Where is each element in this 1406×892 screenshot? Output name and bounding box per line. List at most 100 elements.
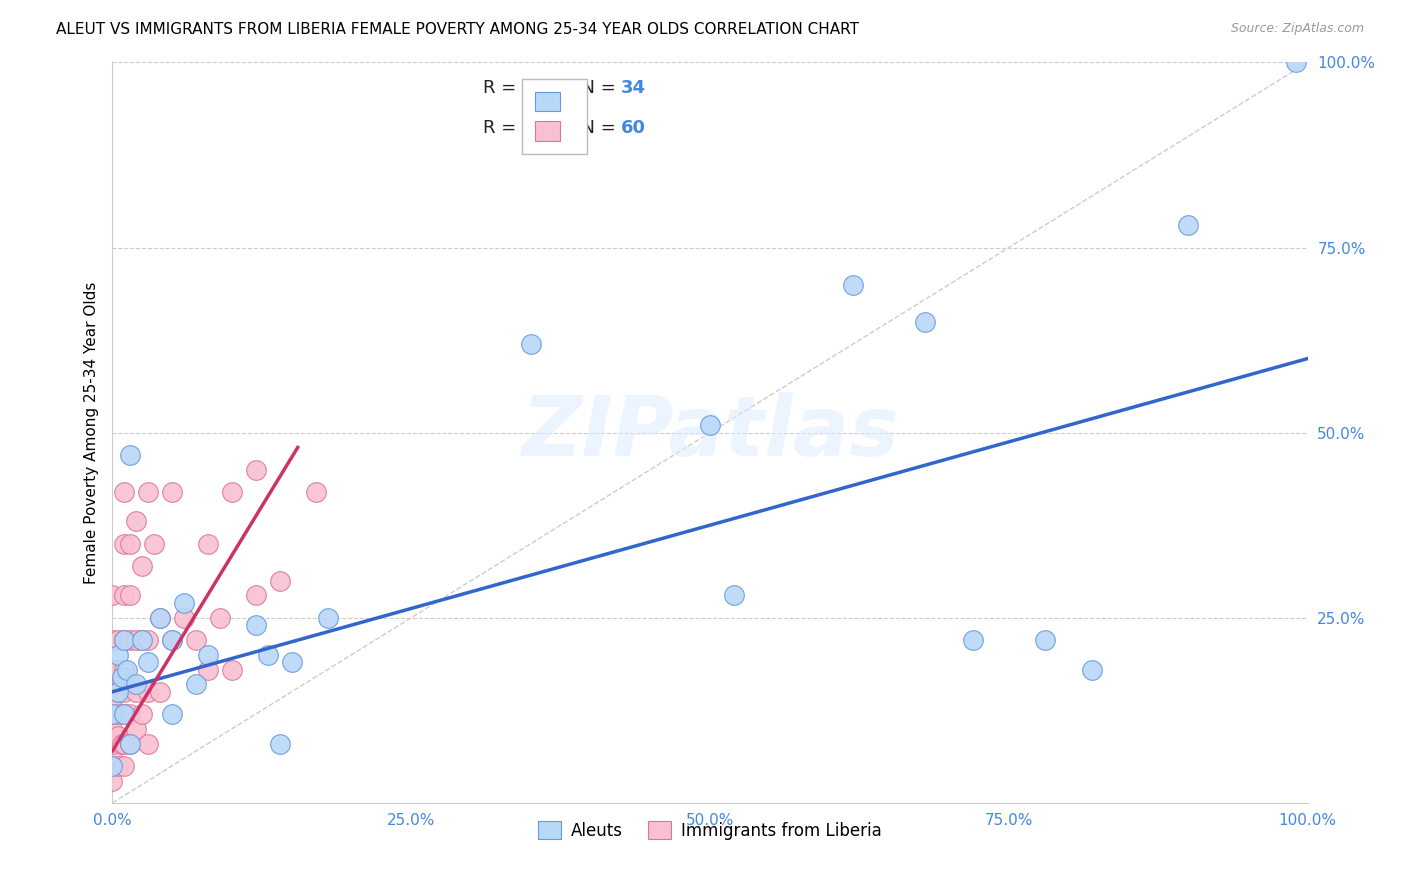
Point: [120, 737, 142, 751]
Text: N =: N =: [571, 79, 621, 97]
Text: ALEUT VS IMMIGRANTS FROM LIBERIA FEMALE POVERTY AMONG 25-34 YEAR OLDS CORRELATIO: ALEUT VS IMMIGRANTS FROM LIBERIA FEMALE …: [56, 22, 859, 37]
Point: [120, 677, 142, 691]
Point: [107, 685, 129, 699]
Point: [101, 758, 124, 772]
Point: [1177, 219, 1199, 233]
Y-axis label: Female Poverty Among 25-34 Year Olds: Female Poverty Among 25-34 Year Olds: [83, 282, 98, 583]
Point: [245, 618, 267, 632]
Point: [101, 706, 124, 721]
Point: [120, 536, 142, 550]
Point: [962, 632, 984, 647]
Point: [1033, 632, 1056, 647]
Point: [125, 677, 148, 691]
Point: [114, 536, 135, 550]
Text: R =: R =: [484, 119, 522, 136]
Point: [221, 484, 243, 499]
Point: [120, 632, 142, 647]
Point: [120, 706, 142, 721]
Point: [138, 484, 160, 499]
Point: [149, 610, 172, 624]
Point: [1285, 55, 1308, 70]
Point: [1081, 663, 1104, 677]
Text: Source: ZipAtlas.com: Source: ZipAtlas.com: [1230, 22, 1364, 36]
Point: [111, 670, 134, 684]
Point: [209, 610, 232, 624]
Text: R =: R =: [484, 79, 522, 97]
Point: [131, 632, 153, 647]
Text: ZIPatlas: ZIPatlas: [522, 392, 898, 473]
Point: [115, 663, 138, 677]
Point: [114, 706, 135, 721]
Text: 0.566: 0.566: [529, 79, 585, 97]
Point: [125, 685, 148, 699]
Point: [197, 648, 219, 662]
Point: [162, 484, 183, 499]
Point: [107, 685, 129, 699]
Point: [149, 610, 172, 624]
Point: [138, 632, 160, 647]
Text: N =: N =: [571, 119, 621, 136]
Point: [699, 418, 721, 433]
Point: [114, 484, 135, 499]
Point: [281, 655, 304, 669]
Point: [914, 314, 936, 328]
Point: [114, 632, 135, 647]
Point: [101, 632, 124, 647]
Point: [149, 685, 172, 699]
Point: [245, 589, 267, 603]
Point: [131, 632, 153, 647]
Point: [114, 706, 135, 721]
Point: [138, 655, 160, 669]
Point: [257, 648, 280, 662]
Point: [101, 722, 124, 736]
Point: [114, 737, 135, 751]
Point: [269, 737, 291, 751]
Point: [111, 737, 134, 751]
Point: [305, 484, 328, 499]
Text: 34: 34: [620, 79, 645, 97]
Point: [197, 536, 219, 550]
Point: [173, 596, 195, 610]
Point: [125, 515, 148, 529]
Point: [101, 737, 124, 751]
Point: [723, 589, 745, 603]
Point: [197, 663, 219, 677]
Point: [107, 648, 129, 662]
Point: [114, 589, 135, 603]
Point: [221, 663, 243, 677]
Point: [269, 574, 291, 588]
Point: [245, 462, 267, 476]
Point: [114, 758, 135, 772]
Point: [162, 706, 183, 721]
Point: [101, 773, 124, 788]
Point: [138, 685, 160, 699]
Point: [842, 277, 865, 292]
Point: [111, 677, 134, 691]
Point: [107, 663, 129, 677]
Point: [131, 706, 153, 721]
Point: [107, 706, 129, 721]
Point: [101, 589, 124, 603]
Point: [107, 729, 129, 743]
Point: [120, 737, 142, 751]
Point: [114, 663, 135, 677]
Point: [131, 558, 153, 573]
Point: [162, 632, 183, 647]
Legend: Aleuts, Immigrants from Liberia: Aleuts, Immigrants from Liberia: [531, 814, 889, 847]
Point: [101, 706, 124, 721]
Point: [120, 448, 142, 462]
Point: [125, 722, 148, 736]
Point: [120, 589, 142, 603]
Point: [107, 758, 129, 772]
Point: [316, 610, 339, 624]
Point: [162, 632, 183, 647]
Point: [173, 610, 195, 624]
Point: [125, 632, 148, 647]
Point: [143, 536, 166, 550]
Text: 60: 60: [620, 119, 645, 136]
Point: [101, 677, 124, 691]
Text: 0.405: 0.405: [529, 119, 585, 136]
Point: [520, 336, 543, 351]
Point: [138, 737, 160, 751]
Point: [101, 663, 124, 677]
